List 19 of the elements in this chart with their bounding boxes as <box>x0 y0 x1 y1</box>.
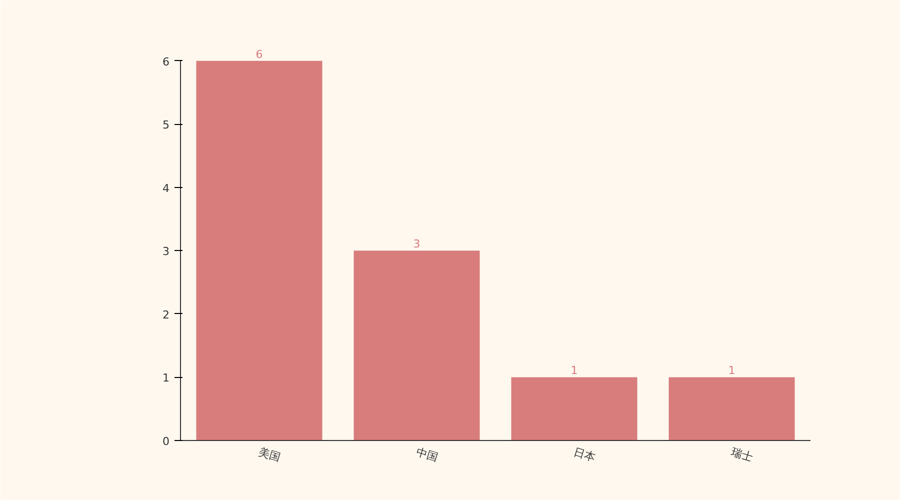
x-tick-label: 日本 <box>572 445 598 464</box>
y-tick-label: 6 <box>162 55 170 68</box>
data-label: 3 <box>413 238 420 251</box>
y-tick-label: 2 <box>162 308 170 322</box>
y-tick-label: 0 <box>162 435 170 448</box>
x-tick-label: 美国 <box>257 445 282 464</box>
y-tick-label: 1 <box>162 372 170 385</box>
data-label: 1 <box>728 364 736 378</box>
x-tick-label: 瑞士 <box>730 445 755 464</box>
bar <box>511 377 638 440</box>
data-label: 6 <box>256 48 263 61</box>
data-label: 1 <box>570 364 578 378</box>
y-tick-label: 4 <box>162 182 170 195</box>
y-tick-label: 5 <box>162 118 170 132</box>
y-tick-label: 3 <box>162 245 170 258</box>
bar <box>354 250 480 440</box>
x-tick-label: 中国 <box>414 445 440 464</box>
bar <box>196 60 322 440</box>
bar <box>668 377 795 440</box>
